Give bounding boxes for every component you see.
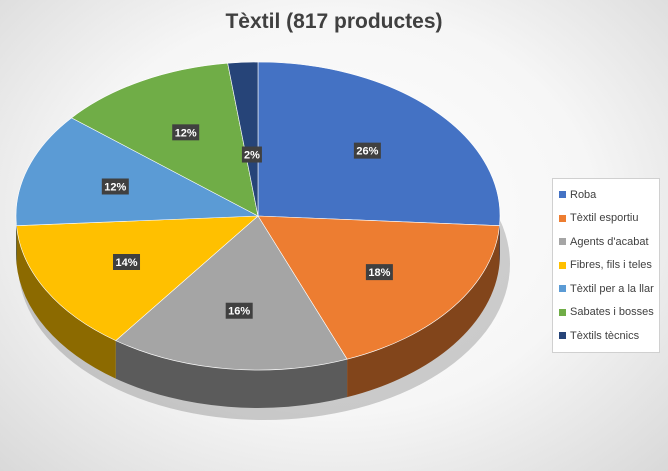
legend-item: Tèxtil esportiu <box>559 207 653 231</box>
data-label-box-4 <box>101 178 129 195</box>
pie-sides <box>16 216 500 408</box>
data-label-box-1 <box>365 264 393 281</box>
data-label-box-3 <box>113 253 141 270</box>
data-label-box-2 <box>225 302 253 319</box>
legend-label: Tèxtil esportiu <box>570 212 639 225</box>
legend-item: Fibres, fils i teles <box>559 254 653 278</box>
chart-title: Tèxtil (817 productes) <box>225 10 443 33</box>
legend-swatch <box>559 191 566 199</box>
legend-label: Fibres, fils i teles <box>570 259 652 272</box>
legend-swatch <box>559 261 566 269</box>
legend-item: Sabates i bosses <box>559 301 654 325</box>
data-label-2: 16% <box>228 306 250 318</box>
legend-item: Tèxtils tècnics <box>559 324 653 348</box>
data-label-6: 2% <box>244 150 260 162</box>
legend-label: Tèxtils tècnics <box>570 329 640 342</box>
pie-side-1 <box>347 225 500 398</box>
legend-item: Tèxtil per a la llar <box>559 277 654 301</box>
legend-label: Sabates i bosses <box>570 306 654 319</box>
legend-swatch <box>559 214 566 222</box>
pie-side-2 <box>115 340 348 408</box>
data-label-0: 26% <box>356 146 378 158</box>
pie-slice-4 <box>15 117 260 226</box>
legend-swatch <box>559 285 566 293</box>
pie-slice-5 <box>70 62 259 217</box>
legend: Roba Tèxtil esportiu Agents d'acabat Fibres… <box>552 178 660 353</box>
pie-slice-3 <box>16 215 259 341</box>
data-label-box-6 <box>241 146 262 163</box>
data-label-4: 12% <box>104 181 126 193</box>
data-label-3: 14% <box>116 257 138 269</box>
legend-label: Agents d'acabat <box>570 235 649 248</box>
data-label-box-5 <box>172 124 200 141</box>
data-label-5: 12% <box>175 127 197 139</box>
pie-slice-1 <box>257 215 500 360</box>
legend-swatch <box>559 238 566 246</box>
legend-item: Roba <box>559 183 653 207</box>
pie-slice-6 <box>227 61 259 217</box>
legend-label: Roba <box>570 188 597 201</box>
legend-label: Tèxtil per a la llar <box>570 282 654 295</box>
legend-swatch <box>559 332 566 340</box>
legend-swatch <box>559 308 566 316</box>
pie-slice-2 <box>115 215 348 371</box>
legend-item: Agents d'acabat <box>559 230 653 254</box>
pie-side-3 <box>16 225 116 379</box>
data-label-box-0 <box>353 142 381 159</box>
data-label-1: 18% <box>368 267 390 279</box>
